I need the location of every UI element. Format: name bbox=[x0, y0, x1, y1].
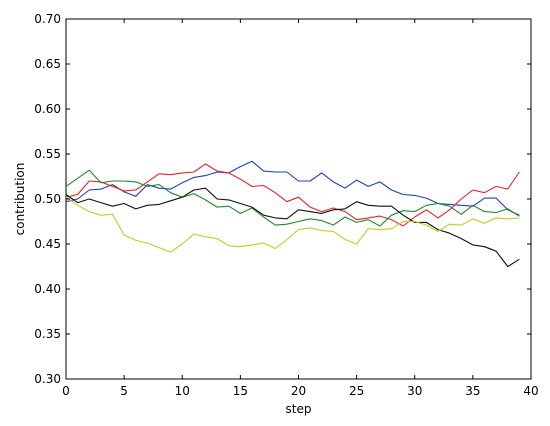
y-tick-label: 0.35 bbox=[34, 327, 61, 341]
x-tick-label: 20 bbox=[291, 384, 306, 398]
series-line-5 bbox=[65, 196, 520, 253]
y-tick-label: 0.30 bbox=[34, 372, 61, 386]
x-tick-label: 25 bbox=[349, 384, 364, 398]
x-tick-label: 10 bbox=[175, 384, 190, 398]
y-tick-label: 0.70 bbox=[34, 12, 61, 26]
series-line-4 bbox=[65, 187, 520, 268]
x-axis-ticks: 0 5 10 15 20 25 30 35 40 bbox=[62, 19, 539, 398]
x-tick-label: 15 bbox=[233, 384, 248, 398]
y-tick-label: 0.45 bbox=[34, 237, 61, 251]
series-layer bbox=[65, 160, 520, 268]
y-tick-label: 0.65 bbox=[34, 57, 61, 71]
y-tick-label: 0.40 bbox=[34, 282, 61, 296]
y-tick-label: 0.50 bbox=[34, 192, 61, 206]
y-axis-title: contribution bbox=[13, 163, 27, 236]
y-tick-label: 0.55 bbox=[34, 147, 61, 161]
y-tick-label: 0.60 bbox=[34, 102, 61, 116]
x-axis-title: step bbox=[286, 402, 312, 416]
series-line-1 bbox=[65, 160, 520, 216]
series-line-2 bbox=[65, 163, 520, 227]
series-line-3 bbox=[65, 169, 520, 227]
y-axis-ticks: 0.30 0.35 0.40 0.45 0.50 0.55 0.60 0.65 0.70 bbox=[34, 12, 531, 386]
x-tick-label: 5 bbox=[120, 384, 128, 398]
x-tick-label: 0 bbox=[62, 384, 70, 398]
x-tick-label: 35 bbox=[465, 384, 480, 398]
x-tick-label: 30 bbox=[407, 384, 422, 398]
x-tick-label: 40 bbox=[523, 384, 538, 398]
